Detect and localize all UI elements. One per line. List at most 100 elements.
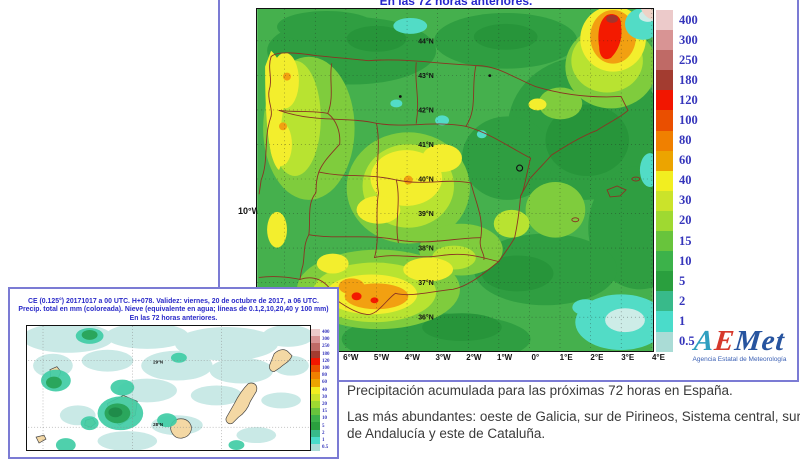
- lon-label-10w: 10°W: [238, 206, 261, 216]
- lat-label: 42°N: [418, 106, 434, 114]
- scale-color-box: [656, 291, 673, 312]
- caption-line-2: Las más abundantes: oeste de Galicia, su…: [347, 409, 800, 441]
- scale-color-box: [656, 90, 673, 111]
- inset-scale-segment: 10: [311, 415, 330, 423]
- scale-value: 2: [679, 293, 686, 308]
- inset-color-scale: 400 300 250 180 120 100 80 60 40 30 20 15 10 5 2 1 0.5: [311, 329, 330, 452]
- scale-segment: 60: [656, 150, 726, 171]
- scale-value: 250: [679, 52, 698, 67]
- scale-value: 60: [679, 153, 692, 168]
- inset-scale-segment: 1: [311, 436, 330, 444]
- inset-scale-color-box: [311, 400, 320, 409]
- inset-scale-segment: 0.5: [311, 444, 330, 452]
- inset-scale-segment: 60: [311, 379, 330, 387]
- scale-value: 180: [679, 72, 698, 87]
- scale-color-box: [656, 30, 673, 51]
- scale-color-box: [656, 231, 673, 252]
- lon-label: 4°E: [651, 353, 665, 362]
- main-forecast-panel: En las 72 horas anteriores. 10°W: [218, 0, 799, 382]
- inset-scale-segment: 250: [311, 343, 330, 351]
- inset-lat-label: 29°N: [153, 360, 163, 365]
- inset-lat-label: 28°N: [153, 422, 163, 427]
- scale-segment: 1: [656, 311, 726, 332]
- inset-scale-segment: 30: [311, 393, 330, 401]
- scale-value: 1: [679, 313, 686, 328]
- scale-segment: 180: [656, 70, 726, 91]
- caption-block: Precipitación acumulada para las próxima…: [347, 382, 800, 451]
- inset-scale-segment: 80: [311, 372, 330, 380]
- inset-scale-value: 15: [322, 409, 327, 415]
- inset-scale-value: 300: [322, 337, 330, 343]
- scale-color-box: [656, 190, 673, 211]
- scale-color-box: [656, 150, 673, 171]
- spain-precip-field: 44°N 43°N 42°N 41°N 40°N 39°N 38°N 37°N 36°N: [256, 8, 654, 352]
- inset-scale-color-box: [311, 336, 320, 344]
- scale-color-box: [656, 311, 673, 332]
- inset-scale-segment: 400: [311, 329, 330, 337]
- scale-value: 100: [679, 113, 698, 128]
- inset-header-line-3: En las 72 horas anteriores.: [129, 314, 218, 322]
- scale-value: 10: [679, 253, 692, 268]
- inset-header-line-1: CE (0.125°) 20171017 a 00 UTC. H+078. Va…: [28, 298, 319, 305]
- forecast-title: En las 72 horas anteriores.: [379, 0, 533, 8]
- aemet-logo-subtitle: Agencia Estatal de Meteorología: [692, 356, 787, 363]
- inset-scale-segment: 100: [311, 364, 330, 373]
- scale-value: 30: [679, 193, 692, 208]
- caption-line-1: Precipitación acumulada para las próxima…: [347, 383, 733, 398]
- scale-value: 80: [679, 133, 692, 148]
- scale-segment: 80: [656, 130, 726, 151]
- scale-color-box: [656, 170, 673, 191]
- inset-scale-segment: 300: [311, 336, 330, 344]
- canary-precip-map: 29°N 28°N: [26, 325, 311, 451]
- scale-value: 0.5: [679, 334, 695, 349]
- province-borders: [258, 52, 641, 315]
- lon-label: 6°W: [343, 353, 359, 362]
- lat-label: 40°N: [418, 175, 434, 183]
- inset-scale-value: 0.5: [322, 445, 329, 451]
- inset-scale-color-box: [311, 436, 320, 444]
- inset-scale-segment: 180: [311, 350, 330, 358]
- scale-color-box: [656, 10, 673, 31]
- lon-label: 3°W: [435, 353, 451, 362]
- scale-value: 300: [679, 32, 698, 47]
- inset-scale-color-box: [311, 393, 320, 401]
- scale-color-box: [656, 331, 673, 352]
- inset-scale-value: 1: [322, 437, 325, 443]
- inset-scale-value: 100: [322, 366, 330, 372]
- lat-label: 36°N: [418, 314, 434, 322]
- scale-segment: 10: [656, 251, 726, 272]
- inset-scale-color-box: [311, 422, 320, 430]
- scale-segment: 100: [656, 110, 726, 131]
- logo-letter: M: [733, 325, 764, 357]
- inset-scale-value: 120: [322, 358, 330, 364]
- lon-label: 1°W: [497, 353, 513, 362]
- scale-value: 15: [679, 233, 692, 248]
- scale-value: 5: [679, 273, 686, 288]
- aemet-logo-text: AEMet: [680, 325, 798, 357]
- inset-scale-segment: 120: [311, 357, 330, 365]
- scale-segment: 2: [656, 291, 726, 312]
- scale-segment: 20: [656, 210, 726, 232]
- scale-segment: 120: [656, 90, 726, 111]
- map-markers: [398, 74, 524, 172]
- lat-label: 41°N: [418, 141, 434, 149]
- scale-segment: 400: [656, 10, 726, 31]
- inset-scale-color-box: [311, 415, 320, 423]
- lon-label: 3°E: [621, 353, 635, 362]
- scale-segment: 250: [656, 50, 726, 71]
- scale-color-box: [656, 70, 673, 91]
- lat-label: 38°N: [418, 245, 434, 253]
- lat-label: 43°N: [418, 72, 434, 80]
- inset-scale-color-box: [311, 379, 320, 387]
- inset-scale-color-box: [311, 444, 320, 452]
- lon-label: 2°W: [466, 353, 482, 362]
- inset-scale-segment: 20: [311, 400, 330, 409]
- lat-label: 39°N: [418, 210, 434, 218]
- scale-segment: 300: [656, 30, 726, 51]
- inset-scale-value: 30: [322, 394, 327, 400]
- inset-scale-value: 20: [322, 401, 327, 407]
- inset-scale-value: 5: [322, 423, 325, 429]
- lon-label: 1°E: [559, 353, 573, 362]
- scale-value: 120: [679, 92, 698, 107]
- inset-header-line-2: Precip. total en mm (coloreada). Nieve (…: [18, 306, 329, 314]
